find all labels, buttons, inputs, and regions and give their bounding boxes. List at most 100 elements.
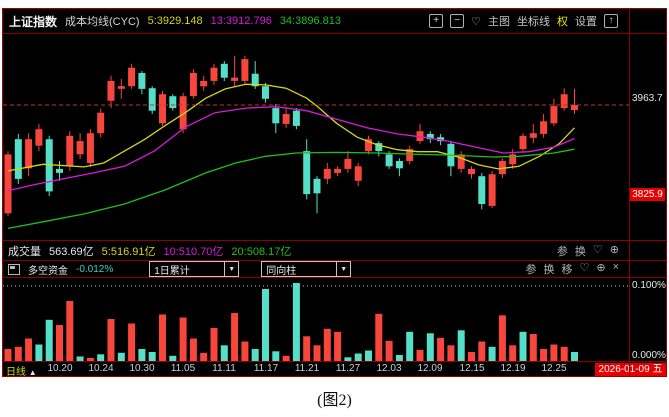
rights-adjust-button[interactable]: 权: [557, 16, 568, 28]
candle-body: [14, 139, 22, 179]
fund-bar: [25, 338, 33, 361]
candle-body: [179, 96, 187, 130]
x-tick-label: 10.24: [88, 363, 114, 374]
fund-bar: [97, 354, 105, 361]
candle-body: [282, 114, 290, 124]
zoom-in-icon[interactable]: ⊕: [609, 243, 619, 256]
sub-scale-bottom-label: 0.000%: [632, 350, 666, 361]
settings-button[interactable]: 设置: [575, 16, 597, 28]
fund-bar: [4, 349, 12, 361]
fund-bar: [488, 346, 496, 362]
fund-bar: [529, 334, 537, 361]
fund-bar: [426, 333, 434, 362]
axis-divider-line: [629, 9, 630, 376]
separator: [3, 361, 666, 362]
date-axis: 日线 ▲ 10.20 10.24 10.30 11.05 11.11 11.17 11.21…: [3, 362, 666, 378]
main-candlestick-chart[interactable]: [3, 34, 629, 241]
switch-button[interactable]: 换: [574, 245, 586, 258]
zoom-in-icon[interactable]: ⊕: [596, 262, 606, 274]
period-selector[interactable]: 日线 ▲: [6, 363, 37, 378]
bar-style-dropdown[interactable]: 同向柱 ▼: [261, 261, 352, 277]
candle-body: [571, 105, 578, 111]
fund-bar: [416, 349, 424, 362]
candle-body: [334, 168, 342, 173]
fund-bar: [354, 353, 362, 361]
fund-bar: [303, 336, 311, 362]
favorite-icon[interactable]: ♡: [592, 243, 603, 256]
indicator-row-actions: 参换移 ♡ ⊕ ×: [525, 261, 661, 277]
candle-body: [56, 168, 63, 173]
separator: [3, 277, 666, 278]
favorite-icon[interactable]: ♡: [471, 15, 481, 28]
zoom-in-button[interactable]: +: [429, 14, 444, 28]
fund-bar: [437, 337, 445, 362]
fund-bar: [148, 352, 156, 361]
fund-bar: [344, 357, 352, 362]
candle-body: [395, 161, 403, 169]
current-date-badge: 2026-01-09 五: [595, 363, 666, 376]
fund-bar: [498, 315, 506, 362]
expand-button[interactable]: ↑: [604, 14, 618, 28]
fund-bar: [540, 349, 548, 361]
fund-bar: [179, 317, 187, 361]
candle-body: [272, 108, 280, 124]
fund-bar: [169, 355, 177, 362]
candle-body: [292, 110, 300, 126]
x-tick-label: 11.21: [294, 363, 320, 374]
zoom-out-button[interactable]: −: [450, 14, 465, 28]
favorite-icon[interactable]: ♡: [579, 262, 590, 274]
main-chart-menu[interactable]: 主图: [488, 16, 510, 28]
fund-bar: [334, 331, 342, 362]
candle-body: [241, 59, 249, 81]
symbol-title: 上证指数: [9, 14, 58, 29]
fund-bar: [560, 346, 568, 362]
switch-button[interactable]: 换: [543, 264, 555, 276]
fund-bar: [550, 344, 558, 361]
fund-bar: [457, 330, 465, 362]
fund-bar: [14, 346, 22, 362]
ma-value-labels: 5:3929.148 13:3912.796 34:3896.813: [148, 15, 341, 27]
candle-body: [365, 139, 372, 152]
fund-bar: [251, 349, 259, 361]
x-tick-label: 11.05: [170, 363, 196, 374]
params-button[interactable]: 参: [525, 264, 537, 276]
candle-body: [25, 139, 33, 169]
candle-body: [519, 135, 527, 149]
accumulation-dropdown[interactable]: 1日累计 ▼: [149, 261, 240, 277]
fund-bar: [395, 355, 403, 361]
candle-body: [86, 133, 94, 163]
fund-bar: [35, 344, 43, 361]
fund-bar: [323, 328, 331, 362]
fund-bar: [292, 283, 300, 361]
volume-row-actions: 参换 ♡ ⊕: [557, 243, 661, 259]
candle-body: [560, 94, 568, 109]
candle-body: [251, 73, 259, 87]
candle-body: [375, 143, 383, 151]
chevron-down-icon[interactable]: ▼: [224, 262, 238, 276]
move-button[interactable]: 移: [561, 264, 573, 276]
fund-bar: [385, 340, 393, 362]
last-price-label: 3963.7: [632, 93, 663, 104]
candle-body: [262, 86, 269, 99]
indicator-label: 多空资金: [28, 265, 68, 277]
axis-lines-menu[interactable]: 坐标线: [517, 16, 550, 28]
fund-flow-bar-chart[interactable]: [3, 278, 629, 362]
candle-body: [385, 154, 393, 167]
chevron-down-icon[interactable]: ▼: [336, 262, 350, 276]
separator: [3, 240, 666, 241]
candle-body: [313, 178, 321, 194]
fund-bar: [86, 358, 94, 361]
fund-bar: [468, 352, 475, 361]
indicator-window-icon[interactable]: [8, 263, 20, 275]
indicator-row: 多空资金 -0.012% 1日累计 ▼ 同向柱 ▼ 参换移 ♡ ⊕ ×: [3, 261, 666, 277]
fund-bar: [128, 323, 136, 361]
volume-value: 563.69亿: [49, 245, 94, 258]
candle-body: [437, 137, 445, 142]
params-button[interactable]: 参: [556, 245, 568, 258]
candle-body: [344, 159, 352, 169]
fund-bar: [365, 350, 372, 361]
candle-body: [509, 154, 517, 165]
cyc34-line: [7, 148, 575, 230]
bar-style-dropdown-value: 同向柱: [266, 265, 297, 277]
close-icon[interactable]: ×: [612, 261, 619, 273]
